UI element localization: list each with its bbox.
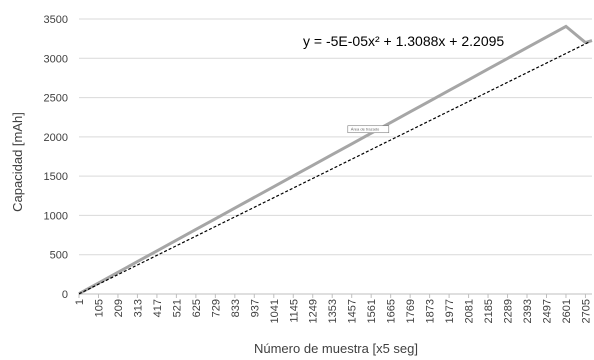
x-tick-labels: 1 105 209 313 417 521 625 729 833 937 1041 1145 1249… bbox=[74, 294, 592, 323]
y-tick-label: 0 bbox=[62, 289, 68, 301]
x-tick-label: 1 bbox=[74, 299, 86, 305]
x-tick-label: 1769 bbox=[405, 299, 417, 323]
x-tick-label: 937 bbox=[249, 299, 261, 317]
y-tick-label: 2000 bbox=[44, 132, 68, 144]
x-tick-label: 2185 bbox=[483, 299, 495, 323]
y-axis-title: Capacidad [mAh] bbox=[10, 112, 25, 212]
gridlines bbox=[79, 18, 592, 295]
annotation-label: Área de trazado bbox=[351, 127, 380, 132]
y-tick-labels: 0 500 1000 1500 2000 2500 3000 3500 bbox=[44, 14, 68, 301]
x-tick-label: 1873 bbox=[425, 299, 437, 323]
annotation-box: Área de trazado bbox=[347, 125, 390, 134]
x-tick-label: 417 bbox=[152, 299, 164, 317]
x-tick-label: 1561 bbox=[366, 299, 378, 323]
x-tick-label: 1249 bbox=[308, 299, 320, 323]
annotation-rect bbox=[347, 125, 390, 134]
x-tick-label: 2289 bbox=[503, 299, 515, 323]
x-tick-label: 2601 bbox=[561, 299, 573, 323]
trendline bbox=[78, 41, 589, 295]
series-line bbox=[78, 24, 593, 296]
x-tick-label: 2705 bbox=[580, 299, 592, 323]
y-tick-label: 3500 bbox=[44, 14, 68, 26]
y-tick-label: 2500 bbox=[44, 93, 68, 105]
x-axis-title: Número de muestra [x5 seg] bbox=[254, 341, 418, 356]
y-tick-label: 1000 bbox=[44, 210, 68, 222]
trendline-group bbox=[78, 41, 589, 295]
y-tick-label: 3000 bbox=[44, 53, 68, 65]
x-tick-label: 625 bbox=[191, 299, 203, 317]
x-tick-label: 105 bbox=[93, 299, 105, 317]
x-tick-label: 521 bbox=[171, 299, 183, 317]
x-tick-label: 313 bbox=[132, 299, 144, 317]
x-tick-label: 2393 bbox=[522, 299, 534, 323]
x-tick-label: 2081 bbox=[464, 299, 476, 323]
x-tick-label: 1041 bbox=[269, 299, 281, 323]
x-tick-label: 1977 bbox=[444, 299, 456, 323]
x-tick-label: 1457 bbox=[347, 299, 359, 323]
x-tick-label: 1665 bbox=[386, 299, 398, 323]
x-tick-label: 2497 bbox=[541, 299, 553, 323]
x-tick-label: 833 bbox=[230, 299, 242, 317]
y-tick-label: 500 bbox=[50, 250, 68, 262]
x-tick-label: 209 bbox=[113, 299, 125, 317]
trendline-equation: y = -5E-05x² + 1.3088x + 2.2095 bbox=[303, 33, 504, 49]
data-series bbox=[78, 24, 593, 296]
x-tick-label: 729 bbox=[210, 299, 222, 317]
x-tick-label: 1145 bbox=[288, 299, 300, 323]
y-tick-label: 1500 bbox=[44, 171, 68, 183]
x-tick-label: 1353 bbox=[327, 299, 339, 323]
